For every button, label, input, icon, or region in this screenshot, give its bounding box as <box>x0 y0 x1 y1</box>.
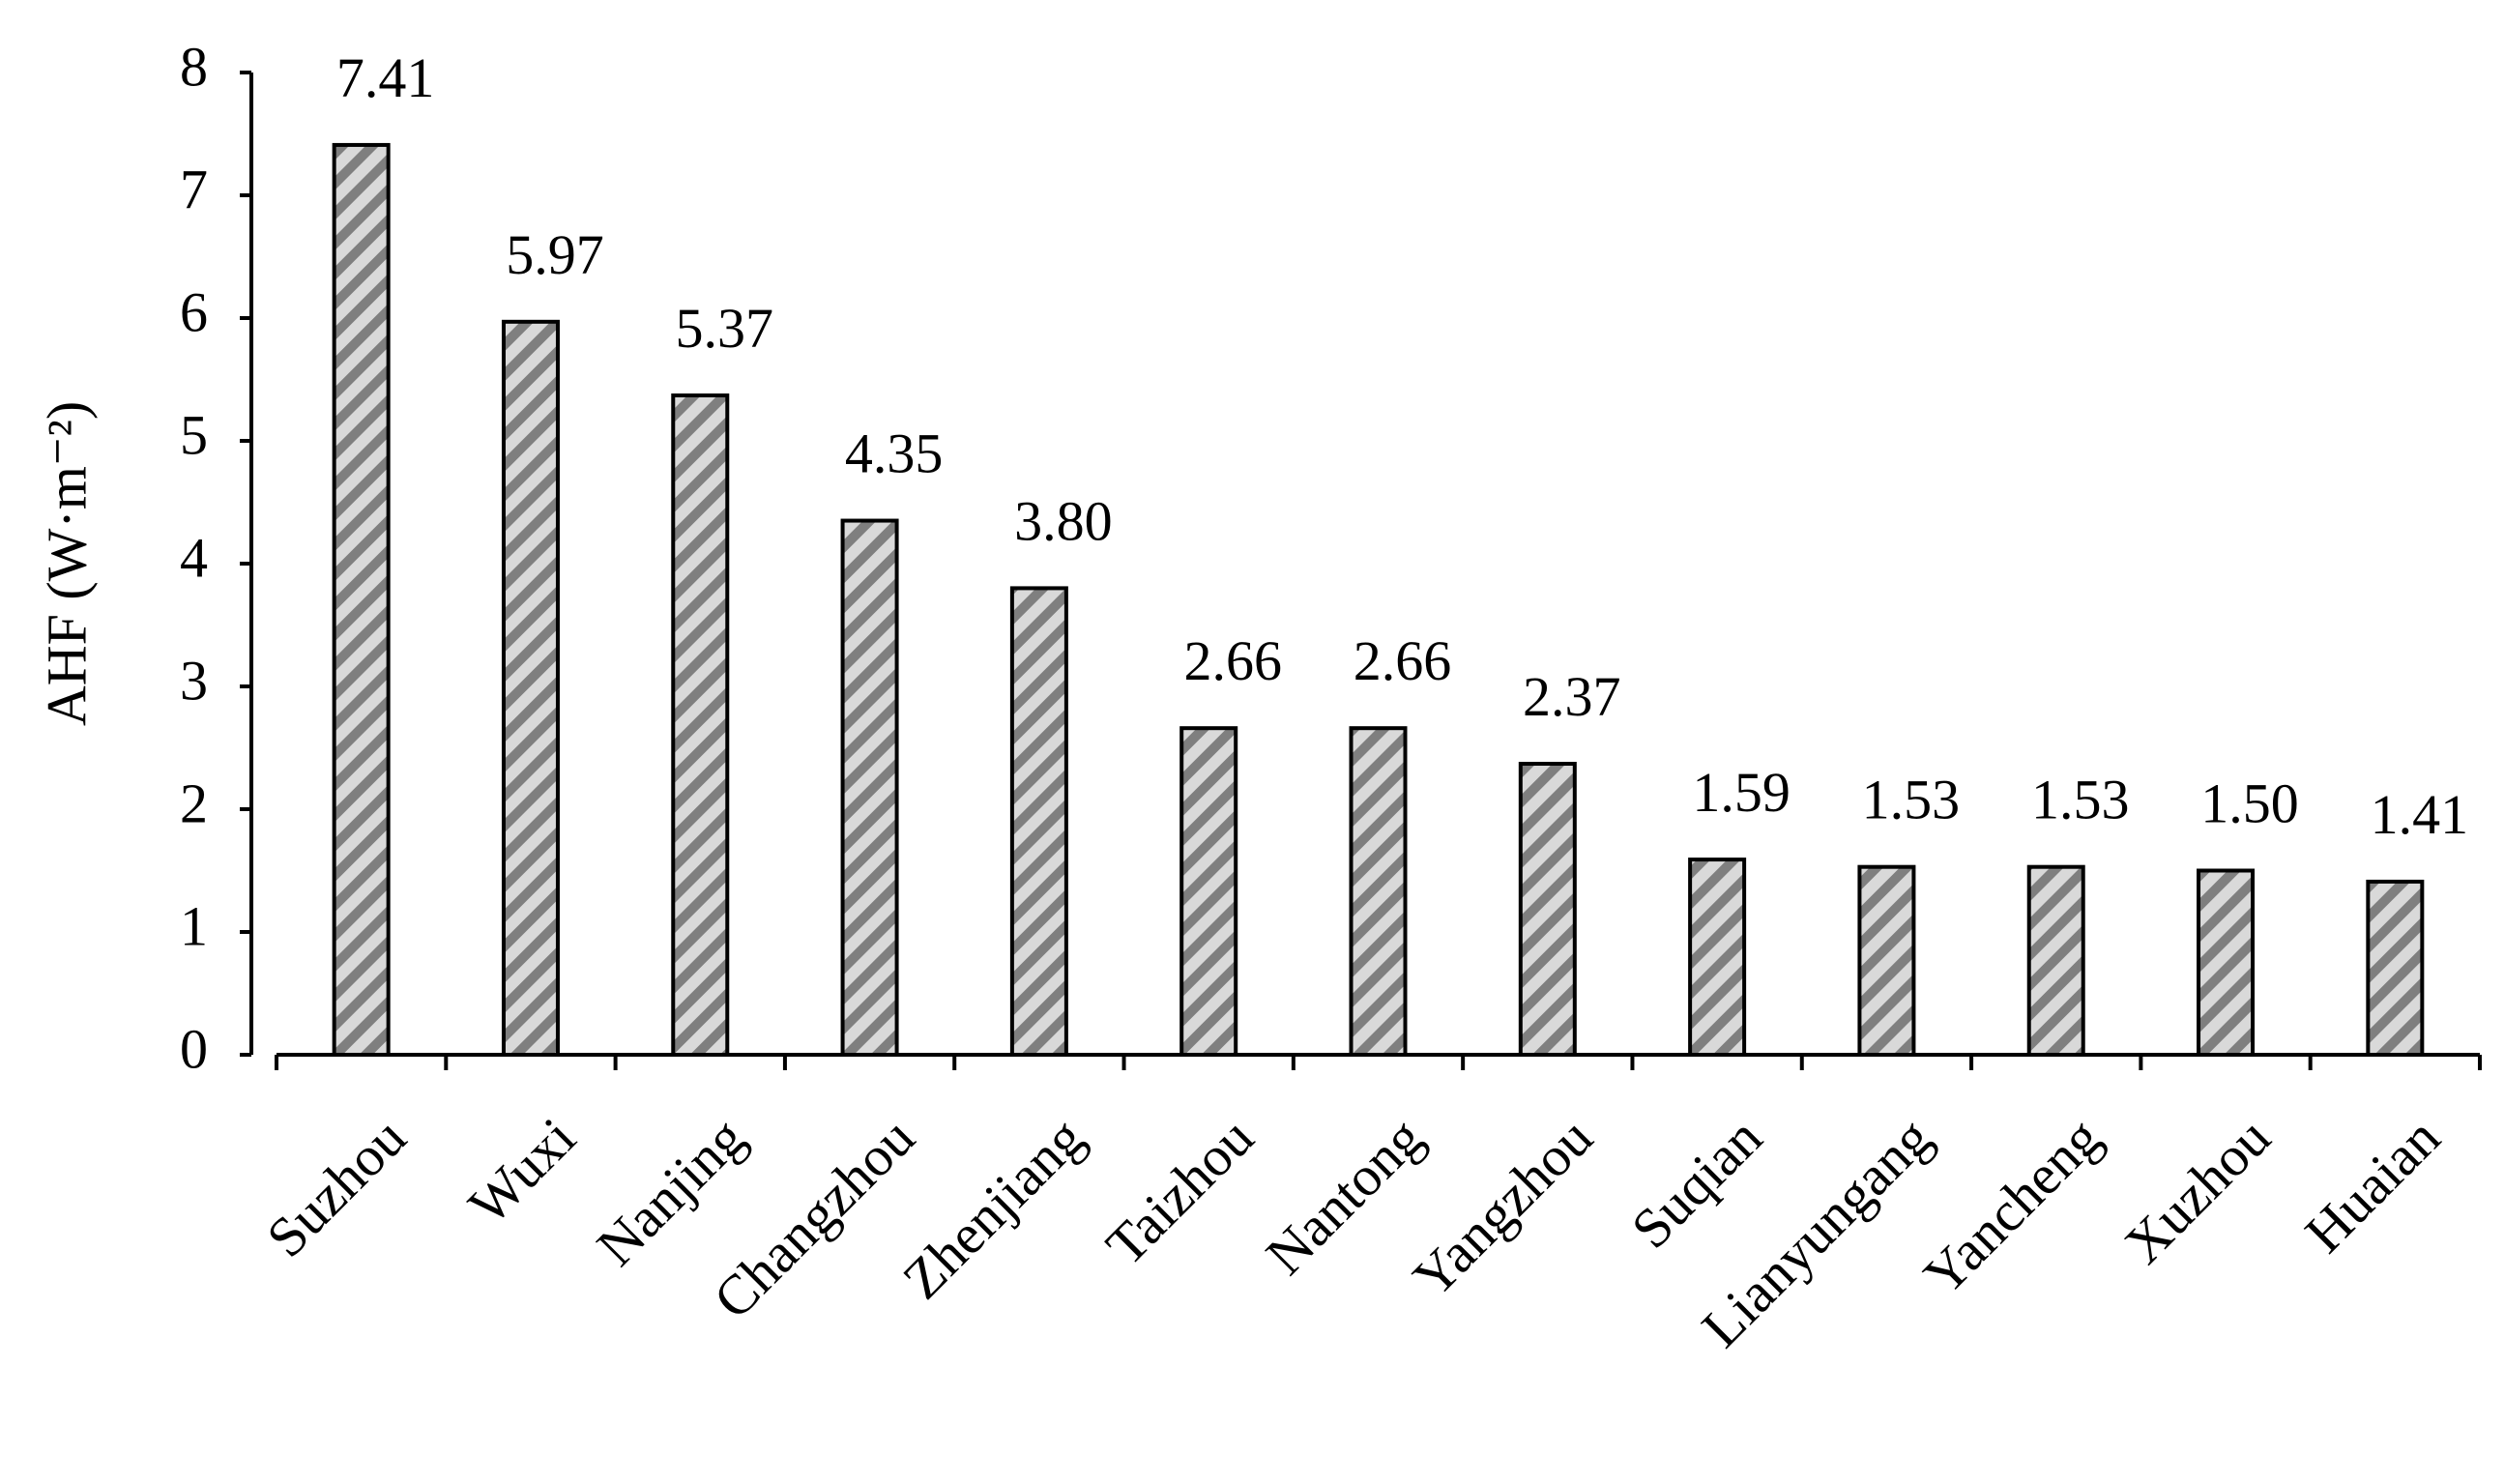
bar <box>671 393 730 1057</box>
x-tick-label: Yangzhou <box>1401 1106 1604 1309</box>
x-tick-label: Suzhou <box>254 1106 418 1269</box>
value-label: 2.66 <box>1183 629 1282 692</box>
value-label: 1.53 <box>1862 769 1961 831</box>
x-tick-label: Nanjing <box>585 1106 757 1278</box>
bar <box>332 142 391 1057</box>
x-tick-label: Xuzhou <box>2112 1106 2283 1276</box>
value-label: 4.35 <box>845 422 944 485</box>
bar <box>1857 864 1916 1057</box>
x-tick-label: Suqian <box>1619 1106 1774 1261</box>
bar <box>840 518 899 1057</box>
x-tick-label: Wuxi <box>456 1106 587 1237</box>
y-tick-label: 7 <box>180 158 208 220</box>
x-tick-label: Zhenjiang <box>890 1106 1095 1311</box>
y-tick-label: 3 <box>180 649 208 712</box>
y-axis-label: AHF (W·m⁻²) <box>35 401 98 726</box>
value-label: 1.59 <box>1692 761 1791 824</box>
y-tick-label: 5 <box>180 403 208 466</box>
y-tick-label: 6 <box>180 280 208 343</box>
y-tick-label: 4 <box>180 526 208 589</box>
bar <box>1349 726 1408 1057</box>
value-label: 2.37 <box>1523 665 1621 728</box>
bar <box>1009 586 1068 1058</box>
y-tick-label: 1 <box>180 894 208 957</box>
bar <box>2026 864 2085 1057</box>
bar <box>2197 868 2256 1057</box>
x-tick-label: Huaian <box>2293 1106 2452 1265</box>
value-label: 7.41 <box>336 46 435 109</box>
value-label: 3.80 <box>1014 489 1113 552</box>
value-label: 5.37 <box>676 297 774 360</box>
value-label: 1.41 <box>2371 783 2469 846</box>
y-tick-label: 0 <box>180 1017 208 1080</box>
bar <box>2366 879 2425 1057</box>
value-label: 2.66 <box>1354 629 1452 692</box>
value-label: 1.50 <box>2200 772 2299 835</box>
x-tick-label: Taizhou <box>1093 1106 1265 1277</box>
y-tick-label: 2 <box>180 771 208 834</box>
x-tick-label: Yancheng <box>1911 1106 2112 1307</box>
bar <box>1179 726 1238 1057</box>
value-label: 5.97 <box>506 223 604 286</box>
bar <box>1518 762 1577 1057</box>
bar <box>1688 858 1747 1057</box>
value-label: 1.53 <box>2031 769 2130 831</box>
bar <box>501 319 560 1057</box>
y-tick-label: 8 <box>180 35 208 98</box>
